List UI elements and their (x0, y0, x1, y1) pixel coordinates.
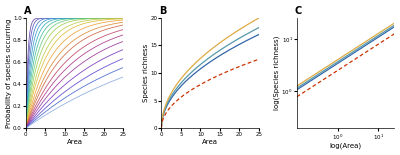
Text: B: B (160, 6, 167, 16)
Text: C: C (295, 6, 302, 16)
X-axis label: Area: Area (67, 139, 83, 145)
Y-axis label: Probability of species occurring: Probability of species occurring (6, 18, 12, 128)
Y-axis label: log(Species richness): log(Species richness) (274, 36, 280, 110)
X-axis label: log(Area): log(Area) (330, 143, 362, 149)
Text: A: A (24, 6, 32, 16)
X-axis label: Area: Area (202, 139, 218, 145)
Y-axis label: Species richness: Species richness (143, 44, 149, 102)
